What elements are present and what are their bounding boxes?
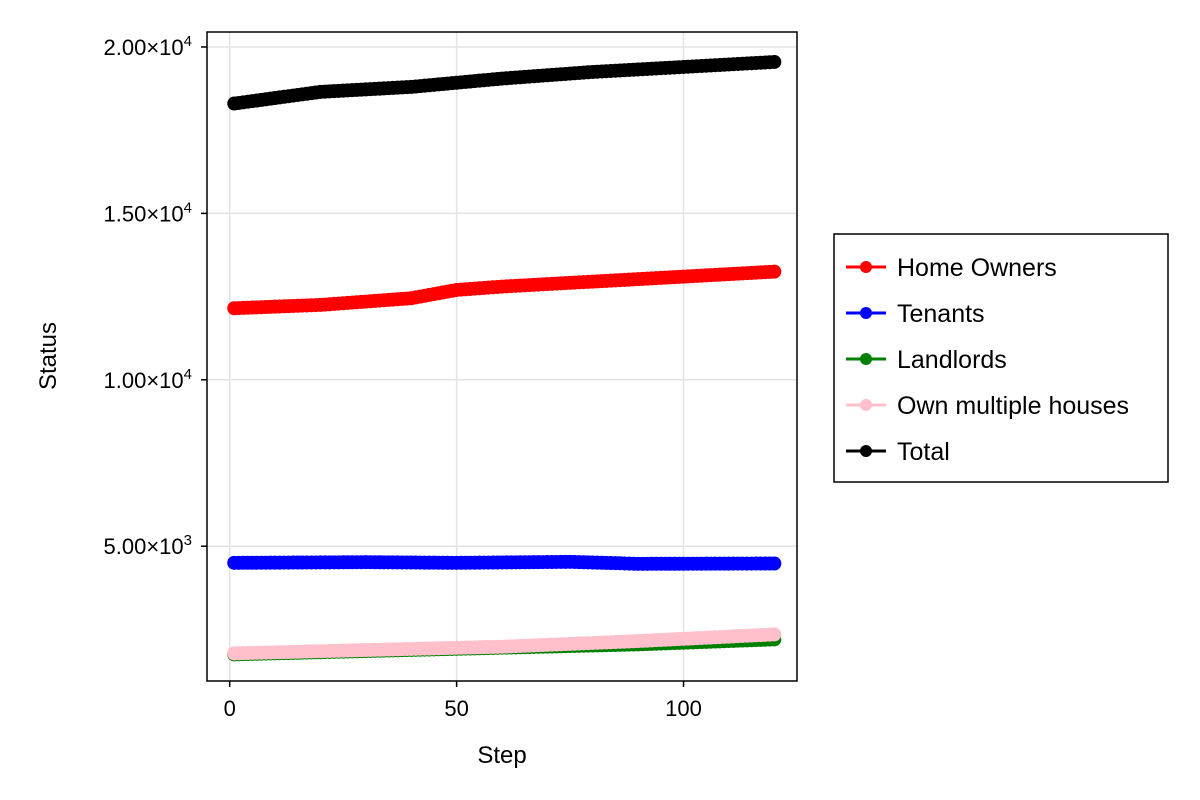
legend-label: Landlords bbox=[897, 346, 1007, 374]
data-point bbox=[767, 264, 782, 279]
y-tick-label: 5.00×103 bbox=[104, 532, 192, 559]
legend: Home Owners Tenants Landlords Own multiple … bbox=[833, 233, 1169, 483]
y-axis-title: Status bbox=[35, 322, 62, 390]
legend-marker bbox=[860, 307, 872, 319]
x-tick-label: 50 bbox=[444, 696, 468, 721]
legend-marker bbox=[860, 261, 872, 273]
series-own-multiple-houses bbox=[227, 627, 782, 661]
series-total bbox=[227, 54, 782, 111]
series-home-owners bbox=[227, 264, 782, 316]
legend-marker bbox=[860, 399, 872, 411]
y-tick-label: 1.00×104 bbox=[104, 366, 192, 393]
x-axis-title: Step bbox=[477, 742, 526, 769]
data-point bbox=[767, 627, 782, 642]
y-tick-label: 1.50×104 bbox=[104, 199, 192, 226]
series-tenants bbox=[227, 554, 782, 571]
legend-label: Home Owners bbox=[897, 254, 1057, 282]
x-tick-label: 100 bbox=[665, 696, 702, 721]
grid bbox=[207, 32, 797, 681]
legend-box bbox=[833, 233, 1169, 483]
series-layer bbox=[227, 54, 782, 662]
legend-item: Home Owners bbox=[846, 254, 1057, 282]
legend-label: Total bbox=[897, 438, 950, 466]
data-point bbox=[767, 54, 782, 69]
legend-item: Own multiple houses bbox=[846, 392, 1129, 420]
y-tick-label: 2.00×104 bbox=[104, 33, 192, 60]
legend-items: Home Owners Tenants Landlords Own multiple … bbox=[846, 254, 1129, 466]
plot-frame bbox=[206, 31, 798, 682]
x-axis: 0 50 100 bbox=[224, 681, 702, 721]
legend-item: Landlords bbox=[846, 346, 1007, 374]
legend-item: Total bbox=[846, 438, 950, 466]
y-axis: 5.00×103 1.00×104 1.50×104 2.00×104 bbox=[104, 33, 207, 559]
legend-label: Own multiple houses bbox=[897, 392, 1129, 420]
legend-label: Tenants bbox=[897, 300, 985, 328]
legend-marker bbox=[860, 353, 872, 365]
data-point bbox=[767, 556, 782, 571]
legend-marker bbox=[860, 445, 872, 457]
x-tick-label: 0 bbox=[224, 696, 236, 721]
legend-item: Tenants bbox=[846, 300, 985, 328]
